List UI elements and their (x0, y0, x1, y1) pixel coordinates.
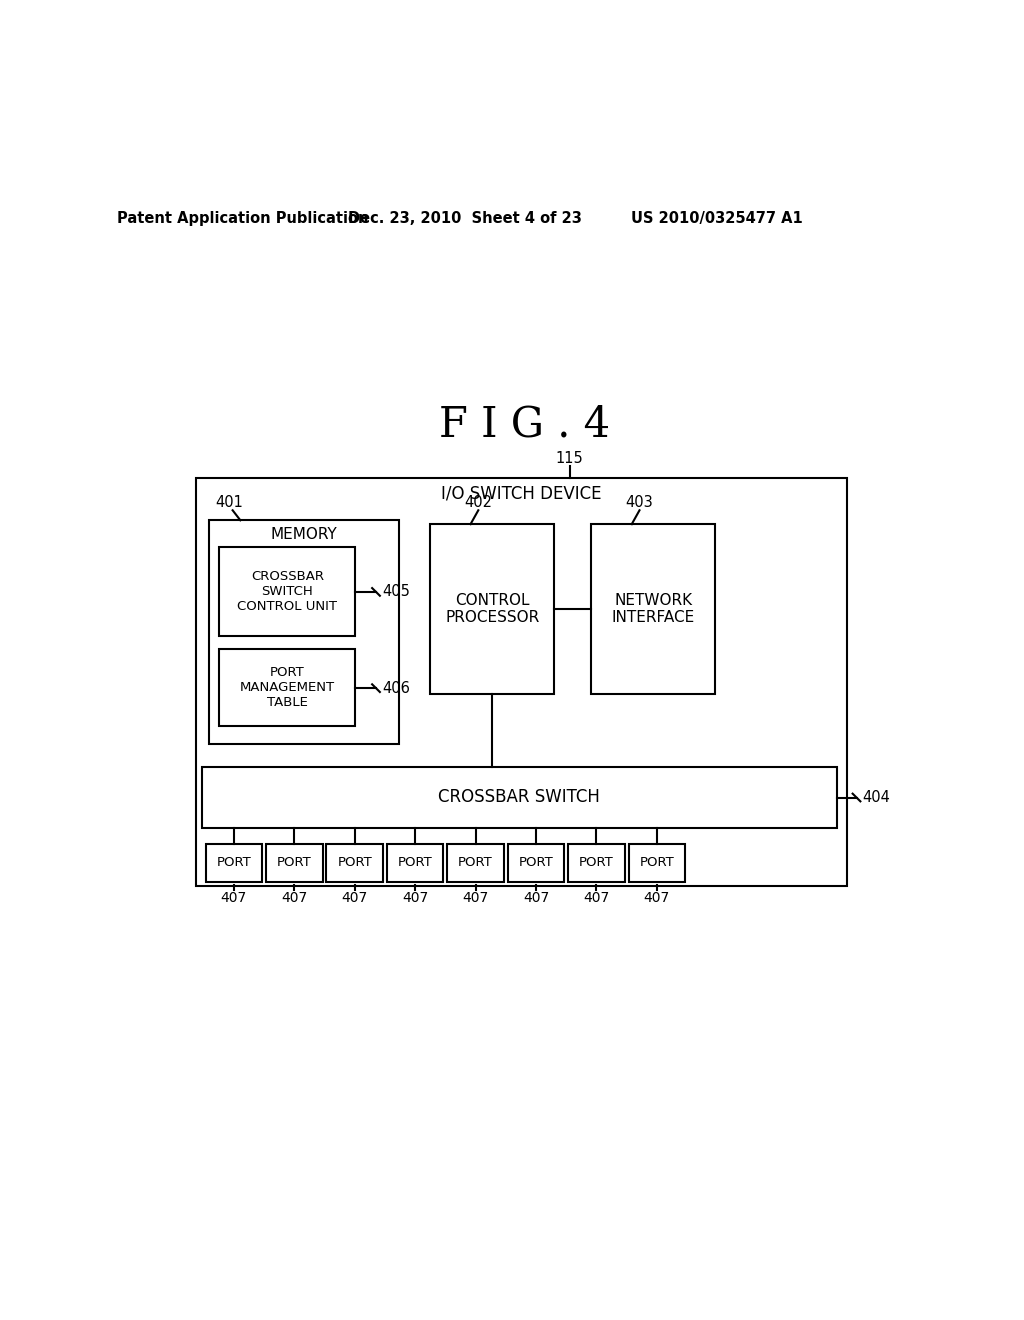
Bar (197, 478, 847, 886)
Bar (568, 843, 625, 882)
Text: 406: 406 (382, 681, 410, 696)
Text: 405: 405 (382, 585, 410, 599)
Text: 401: 401 (215, 495, 243, 510)
Bar (209, 520, 399, 743)
Text: I/O SWITCH DEVICE: I/O SWITCH DEVICE (441, 484, 602, 503)
Text: 407: 407 (342, 891, 368, 904)
Text: PORT: PORT (337, 857, 372, 870)
Text: PORT: PORT (276, 857, 311, 870)
Bar (430, 524, 554, 693)
Text: 407: 407 (220, 891, 247, 904)
Bar (266, 843, 323, 882)
Bar (219, 548, 355, 636)
Bar (219, 649, 355, 726)
Text: PORT
MANAGEMENT
TABLE: PORT MANAGEMENT TABLE (240, 665, 335, 709)
Text: 402: 402 (464, 495, 493, 510)
Text: 407: 407 (584, 891, 609, 904)
Bar (629, 843, 685, 882)
Text: 407: 407 (463, 891, 488, 904)
Bar (202, 767, 838, 829)
Bar (327, 843, 383, 882)
Bar (387, 843, 443, 882)
Text: MEMORY: MEMORY (271, 527, 338, 541)
Text: 404: 404 (862, 789, 891, 805)
Bar (447, 843, 504, 882)
Text: 403: 403 (626, 495, 653, 510)
Text: CONTROL
PROCESSOR: CONTROL PROCESSOR (445, 593, 540, 626)
Text: PORT: PORT (580, 857, 613, 870)
Text: PORT: PORT (640, 857, 675, 870)
Bar (206, 843, 262, 882)
Text: 407: 407 (402, 891, 428, 904)
Text: PORT: PORT (397, 857, 432, 870)
Text: CROSSBAR SWITCH: CROSSBAR SWITCH (438, 788, 600, 807)
Text: PORT: PORT (519, 857, 553, 870)
Bar (508, 843, 564, 882)
Text: US 2010/0325477 A1: US 2010/0325477 A1 (631, 211, 803, 226)
Text: NETWORK
INTERFACE: NETWORK INTERFACE (611, 593, 695, 626)
Text: 115: 115 (556, 451, 584, 466)
Text: PORT: PORT (216, 857, 251, 870)
Text: CROSSBAR
SWITCH
CONTROL UNIT: CROSSBAR SWITCH CONTROL UNIT (238, 570, 337, 612)
Text: Patent Application Publication: Patent Application Publication (117, 211, 369, 226)
Text: 407: 407 (644, 891, 670, 904)
Text: PORT: PORT (458, 857, 493, 870)
Bar (592, 524, 716, 693)
Text: F I G . 4: F I G . 4 (439, 403, 610, 445)
Text: 407: 407 (282, 891, 307, 904)
Text: Dec. 23, 2010  Sheet 4 of 23: Dec. 23, 2010 Sheet 4 of 23 (348, 211, 582, 226)
Text: 407: 407 (523, 891, 549, 904)
